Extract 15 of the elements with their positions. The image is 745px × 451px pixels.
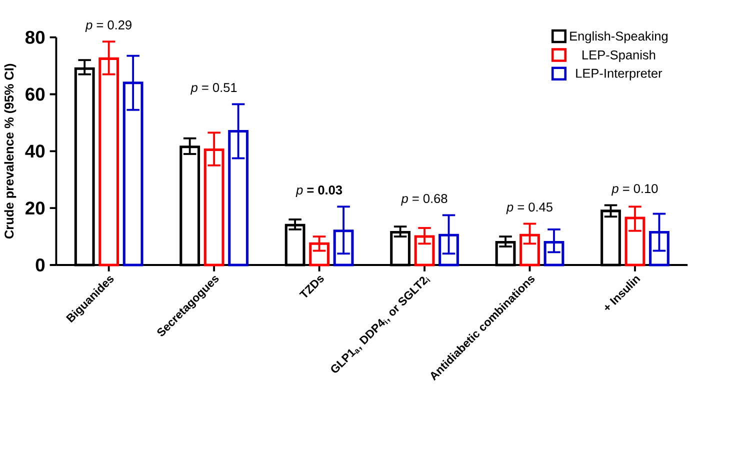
text: p = 0.29 bbox=[85, 20, 132, 32]
annotation: p = 0.51 bbox=[190, 83, 237, 95]
y-tick-label: 60 bbox=[26, 88, 45, 101]
legend-label: English-Speaking bbox=[570, 31, 668, 44]
y-tick-label: 80 bbox=[25, 31, 45, 44]
y-tick-label: 40 bbox=[25, 144, 45, 158]
legend-label: LEP-Spanish bbox=[582, 50, 656, 62]
legend-label: LEP-Interpreter bbox=[576, 69, 662, 81]
annotation: p = 0.10 bbox=[611, 184, 658, 196]
annotation: p = 0.45 bbox=[506, 202, 552, 214]
y-axis-title: Crude prevalence % (95% CI) bbox=[4, 64, 16, 239]
annotation: p = 0.03 bbox=[296, 186, 342, 198]
y-tick-label: 0 bbox=[36, 258, 45, 272]
y-tick-label: 20 bbox=[26, 202, 45, 215]
annotation: p = 0.68 bbox=[400, 194, 448, 206]
